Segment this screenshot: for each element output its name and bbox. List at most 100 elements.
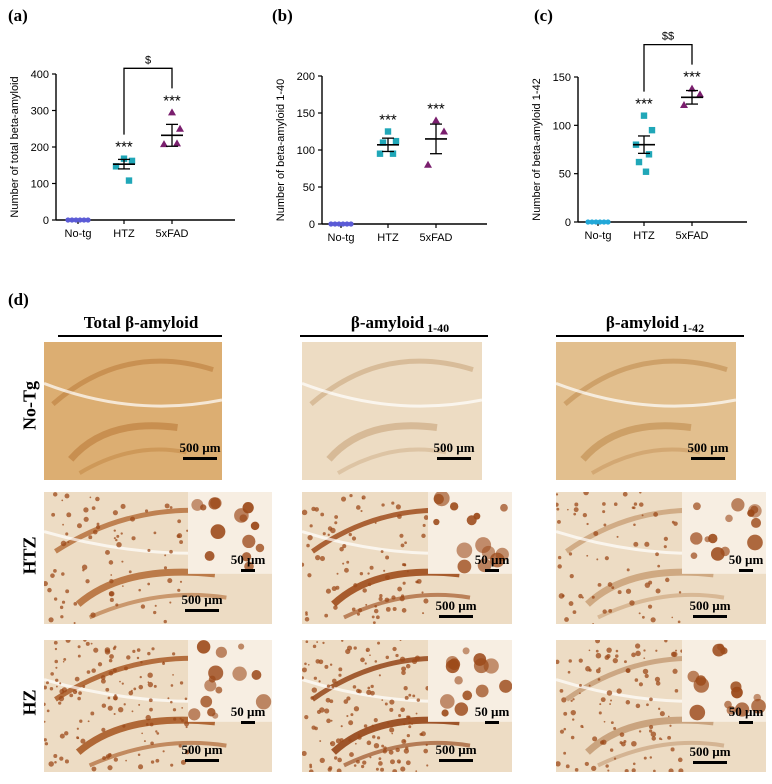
data-point — [328, 221, 334, 227]
scale-bar-htz-total-inset: 50 µm — [226, 552, 270, 572]
plaque — [92, 529, 98, 535]
plaque — [610, 699, 613, 702]
plaque — [591, 595, 595, 599]
plaque — [108, 670, 114, 676]
plaque — [113, 696, 118, 701]
plaque — [395, 504, 401, 510]
plaque — [667, 715, 670, 718]
plaque — [108, 658, 113, 663]
inset-plaque — [477, 558, 492, 573]
plaque — [334, 515, 339, 519]
plaque — [606, 647, 612, 653]
plaque — [671, 616, 674, 619]
plaque — [116, 534, 120, 538]
tissue-layer — [51, 358, 214, 406]
plaque — [73, 602, 78, 606]
plaque — [626, 568, 630, 572]
plaque — [406, 733, 410, 738]
inset-plaque — [188, 708, 201, 721]
plaque — [179, 717, 182, 720]
plaque — [574, 768, 579, 772]
plaque — [338, 667, 343, 672]
plaque — [406, 570, 409, 573]
plaque — [327, 767, 332, 772]
plaque — [355, 505, 361, 510]
plaque — [348, 720, 354, 726]
plaque — [60, 540, 67, 547]
plaque — [169, 601, 172, 604]
plaque — [581, 596, 584, 599]
plaque — [655, 588, 661, 594]
plaque — [122, 585, 124, 587]
plaque — [580, 724, 584, 728]
plaque — [138, 588, 141, 592]
x-tick-label: HTZ — [633, 230, 655, 242]
plaque — [147, 681, 150, 684]
plaque — [644, 541, 650, 547]
plaque — [572, 610, 577, 614]
plaque — [398, 761, 401, 764]
plaque — [419, 732, 423, 736]
scale-bar-hz-142: 500 µm — [680, 744, 740, 764]
plaque — [330, 719, 333, 722]
micrograph-htz-140 — [302, 492, 512, 624]
plaque — [154, 604, 157, 607]
plaque — [403, 723, 406, 726]
plaque — [302, 667, 307, 673]
plaque — [593, 531, 599, 536]
plaque — [116, 541, 122, 548]
inset-plaque — [454, 676, 463, 685]
plaque — [65, 640, 71, 643]
plaque — [631, 768, 636, 772]
plaque — [170, 763, 174, 767]
plaque — [59, 756, 64, 761]
plaque — [602, 502, 606, 506]
plaque — [404, 541, 407, 545]
plaque — [54, 760, 57, 764]
plaque — [164, 554, 167, 557]
plaque — [47, 587, 52, 593]
scale-bar-hz-140: 500 µm — [426, 742, 486, 762]
plaque — [663, 536, 668, 541]
plaque — [390, 759, 395, 765]
plaque — [563, 727, 567, 731]
tissue-layer — [343, 740, 471, 768]
plaque — [76, 523, 82, 529]
plaque — [329, 663, 333, 666]
plaque — [408, 693, 412, 697]
plaque — [563, 711, 568, 716]
tissue-layer — [597, 740, 725, 768]
plaque — [62, 523, 64, 526]
plaque — [49, 686, 54, 691]
inset-plaque — [731, 498, 745, 512]
scale-bar-htz-140-inset: 50 µm — [470, 552, 514, 572]
inset-plaque — [748, 504, 762, 518]
plaque — [95, 525, 101, 530]
plaque — [308, 769, 314, 772]
plaque — [613, 502, 618, 507]
plaque — [378, 674, 381, 677]
plaque — [598, 711, 602, 715]
plaque — [391, 595, 396, 600]
plaque — [105, 687, 110, 692]
plaque — [561, 594, 565, 598]
plaque — [603, 523, 607, 527]
data-point — [680, 101, 688, 109]
plaque — [378, 596, 383, 602]
plaque — [600, 697, 606, 703]
plaque — [649, 697, 653, 702]
chart-beta-amyloid-1-42: 0 50 100 150 Number of beta-amyloid 1-42 No-t… — [531, 31, 747, 242]
inset-plaque — [708, 533, 718, 544]
plaque — [109, 579, 114, 584]
inset-plaque — [242, 534, 256, 549]
bracket-label: $$ — [662, 31, 674, 43]
plaque — [582, 513, 588, 518]
plaque — [330, 742, 332, 744]
plaque — [573, 507, 579, 513]
data-point — [424, 160, 432, 168]
plaque — [372, 621, 376, 624]
plaque — [401, 563, 405, 567]
y-tick-label: 200 — [31, 142, 49, 154]
plaque — [425, 743, 428, 747]
plaque — [113, 529, 116, 532]
